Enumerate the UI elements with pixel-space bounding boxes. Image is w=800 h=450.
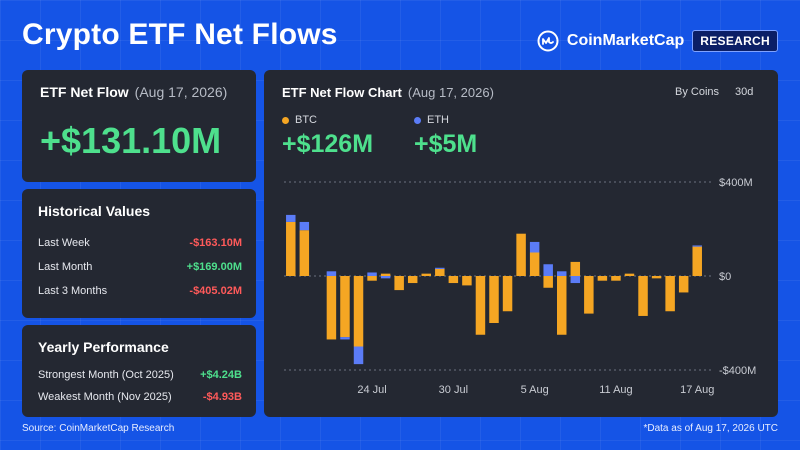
btc-bar xyxy=(407,276,418,284)
eth-bar xyxy=(557,271,567,276)
eth-bar xyxy=(326,271,337,276)
legend-eth-value: +$5M xyxy=(414,130,478,158)
net-flow-label: ETF Net Flow xyxy=(40,84,129,100)
btc-bar xyxy=(638,276,648,316)
net-flow-card: ETF Net Flow (Aug 17, 2026) +$131.10M xyxy=(22,70,256,182)
btc-bar xyxy=(570,261,581,276)
yearly-row-label: Weakest Month (Nov 2025) xyxy=(38,391,172,403)
yearly-row-value: +$4.24B xyxy=(200,369,242,381)
legend-eth: ETH xyxy=(414,114,449,126)
net-flow-heading: ETF Net Flow (Aug 17, 2026) xyxy=(40,84,227,100)
btc-bar xyxy=(611,276,621,281)
legend-btc-label: BTC xyxy=(295,114,317,126)
eth-bar xyxy=(570,276,581,284)
brand-tag: RESEARCH xyxy=(692,30,778,52)
yearly-performance-card: Yearly Performance Strongest Month (Oct … xyxy=(22,325,256,417)
historical-row-label: Last Week xyxy=(38,237,90,249)
y-tick-label: $0 xyxy=(719,271,731,283)
btc-bar xyxy=(475,276,486,335)
historical-row: Last Month +$169.00M xyxy=(38,261,242,273)
historical-row-label: Last Month xyxy=(38,261,93,273)
btc-bar xyxy=(448,276,459,284)
historical-values-card: Historical Values Last Week -$163.10M La… xyxy=(22,189,256,318)
x-tick-label: 11 Aug xyxy=(599,384,632,396)
x-tick-label: 30 Jul xyxy=(439,384,468,396)
y-tick-label: $400M xyxy=(719,177,753,189)
brand: CoinMarketCap RESEARCH xyxy=(537,30,778,52)
btc-bar xyxy=(340,276,350,338)
btc-bar xyxy=(502,276,513,312)
net-flow-bar-chart: $400M $0 -$400M 24 Jul 30 Jul 5 Aug 11 Aug 17 A… xyxy=(284,177,756,396)
btc-bar xyxy=(353,276,364,347)
btc-bar xyxy=(624,273,635,276)
coinmarketcap-logo-icon xyxy=(537,30,559,52)
btc-bar xyxy=(557,276,567,335)
btc-bar xyxy=(462,276,472,286)
net-flow-value: +$131.10M xyxy=(40,120,222,161)
net-flow-chart-card: ETF Net Flow Chart (Aug 17, 2026) By Coin… xyxy=(264,70,778,417)
yearly-row: Strongest Month (Oct 2025) +$4.24B xyxy=(38,369,242,381)
legend-btc-value: +$126M xyxy=(282,130,374,158)
chart-heading: ETF Net Flow Chart (Aug 17, 2026) xyxy=(282,85,494,100)
btc-bar xyxy=(421,273,431,276)
y-tick-label: -$400M xyxy=(719,365,756,377)
historical-title: Historical Values xyxy=(38,203,151,219)
yearly-row-label: Strongest Month (Oct 2025) xyxy=(38,369,174,381)
eth-bar xyxy=(340,337,350,340)
chart-title: ETF Net Flow Chart xyxy=(282,85,402,100)
btc-bar xyxy=(286,221,296,276)
eth-bar xyxy=(692,245,702,247)
btc-bar xyxy=(516,233,526,276)
btc-bar xyxy=(435,268,445,276)
eth-bar xyxy=(299,221,310,231)
period-selector[interactable]: 30d xyxy=(735,86,754,98)
brand-name: CoinMarketCap xyxy=(566,32,685,49)
eth-bar xyxy=(353,346,364,365)
historical-row: Last 3 Months -$405.02M xyxy=(38,285,242,297)
btc-bar xyxy=(651,276,662,279)
yearly-row: Weakest Month (Nov 2025) -$4.93B xyxy=(38,391,242,403)
btc-bar xyxy=(692,246,702,276)
btc-bar xyxy=(394,276,404,291)
eth-bar xyxy=(543,264,553,276)
btc-bar xyxy=(584,276,594,314)
btc-bar xyxy=(665,276,675,312)
historical-row-value: +$169.00M xyxy=(186,261,242,273)
eth-bar xyxy=(367,272,377,276)
page-title: Crypto ETF Net Flows xyxy=(22,18,338,51)
btc-bar xyxy=(367,276,377,281)
btc-bar xyxy=(678,276,689,293)
eth-bar xyxy=(380,276,391,279)
btc-dot-icon xyxy=(282,116,289,124)
btc-bar xyxy=(597,276,608,281)
eth-bar xyxy=(286,214,296,222)
chart-date: (Aug 17, 2026) xyxy=(407,85,494,100)
x-tick-label: 5 Aug xyxy=(521,384,549,396)
yearly-row-value: -$4.93B xyxy=(202,391,242,403)
btc-bar xyxy=(299,230,310,276)
historical-row-label: Last 3 Months xyxy=(38,285,108,297)
x-tick-label: 17 Aug xyxy=(680,384,714,396)
btc-bar xyxy=(326,276,337,340)
x-tick-label: 24 Jul xyxy=(357,384,386,396)
btc-bar xyxy=(543,276,553,288)
historical-row: Last Week -$163.10M xyxy=(38,237,242,249)
historical-row-value: -$405.02M xyxy=(189,285,242,297)
btc-bar xyxy=(529,252,540,276)
eth-bar xyxy=(529,241,540,253)
legend-btc: BTC xyxy=(282,114,317,126)
yearly-title: Yearly Performance xyxy=(38,339,169,355)
by-coins-toggle[interactable]: By Coins xyxy=(675,86,720,98)
source-note: Source: CoinMarketCap Research xyxy=(22,423,175,434)
historical-row-value: -$163.10M xyxy=(189,237,242,249)
legend-eth-label: ETH xyxy=(427,114,449,126)
eth-bar xyxy=(435,267,445,269)
net-flow-date: (Aug 17, 2026) xyxy=(134,84,228,100)
eth-dot-icon xyxy=(414,116,421,124)
data-timestamp-note: *Data as of Aug 17, 2026 UTC xyxy=(643,423,778,434)
btc-bar xyxy=(489,276,499,323)
btc-bar xyxy=(380,273,391,276)
